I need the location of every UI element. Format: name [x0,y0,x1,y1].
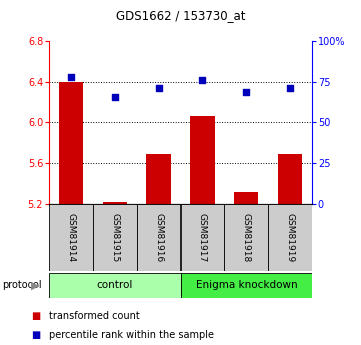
Bar [103,201,127,204]
Bar [268,204,312,271]
Text: ■: ■ [31,330,41,339]
Point [200,78,205,83]
Point [68,74,74,80]
Bar [225,204,268,271]
Bar [278,154,303,204]
Text: GDS1662 / 153730_at: GDS1662 / 153730_at [116,9,245,22]
Text: GSM81919: GSM81919 [286,213,295,262]
Text: transformed count: transformed count [49,311,139,321]
Bar [58,82,83,204]
Text: protocol: protocol [2,280,42,290]
Bar [190,116,214,204]
Text: GSM81916: GSM81916 [154,213,163,262]
Bar [136,204,180,271]
Text: GSM81917: GSM81917 [198,213,207,262]
Text: Enigma knockdown: Enigma knockdown [196,280,297,290]
Text: control: control [96,280,133,290]
Bar [49,204,93,271]
Bar [180,273,312,298]
Point [243,89,249,95]
Bar [93,204,136,271]
Text: GSM81915: GSM81915 [110,213,119,262]
Bar [147,154,171,204]
Text: percentile rank within the sample: percentile rank within the sample [49,330,214,339]
Text: GSM81918: GSM81918 [242,213,251,262]
Point [156,86,161,91]
Text: GSM81914: GSM81914 [66,213,75,262]
Point [112,94,117,99]
Bar [180,204,225,271]
Text: ▶: ▶ [31,280,40,290]
Bar [49,273,180,298]
Point [287,86,293,91]
Bar [234,193,258,204]
Text: ■: ■ [31,311,41,321]
